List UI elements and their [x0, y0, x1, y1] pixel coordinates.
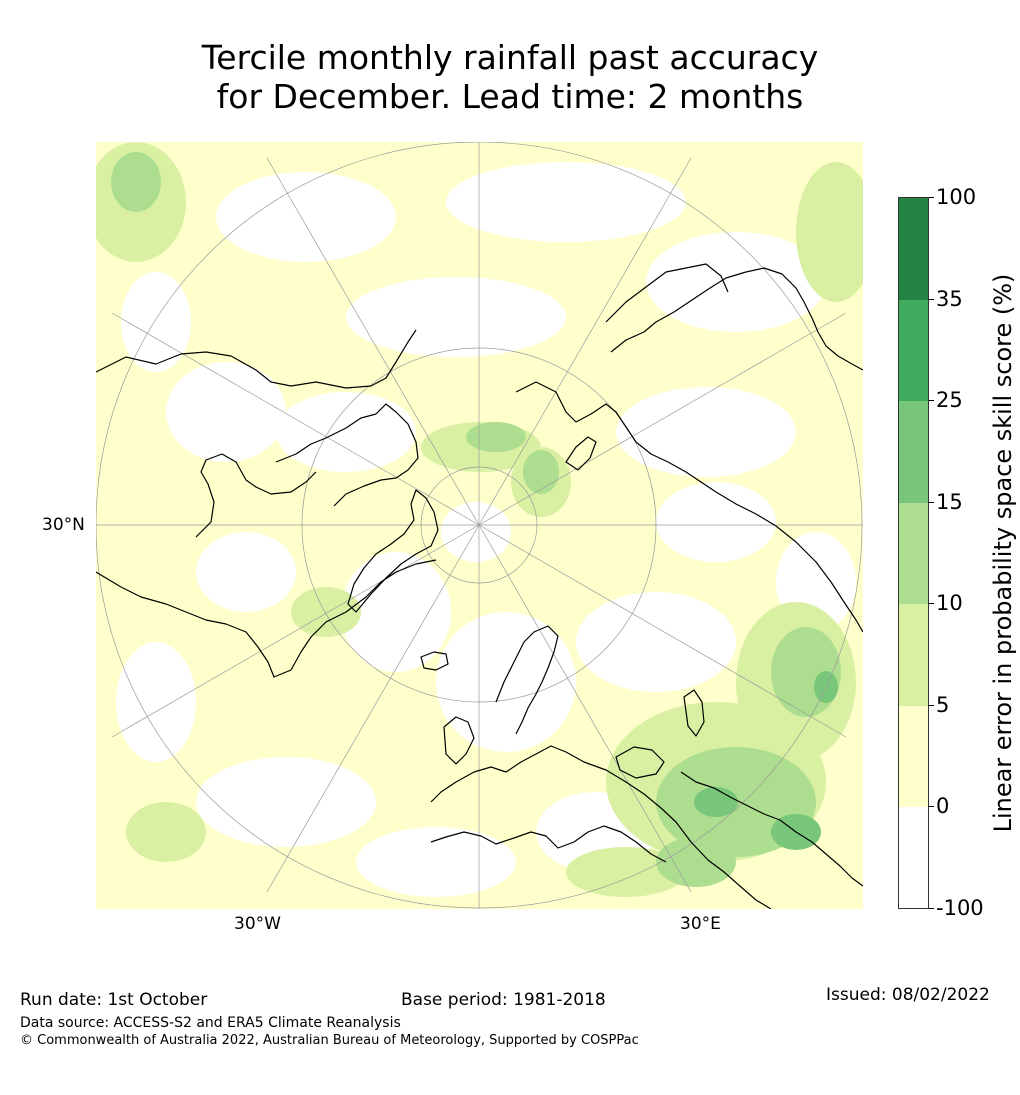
colorbar-bin-5-10 [899, 604, 928, 706]
longitude-label-30w: 30°W [234, 914, 281, 934]
copyright: © Commonwealth of Australia 2022, Austra… [20, 1033, 639, 1048]
colorbar-bin-0-5 [899, 706, 928, 807]
colorbar-tick-label: 25 [936, 388, 963, 412]
skill-patches-white [116, 162, 856, 897]
coast-novaya-zemlya [565, 436, 597, 471]
map-canvas [96, 142, 863, 909]
coast-caspian [683, 689, 705, 737]
coast-mediterranean [430, 825, 667, 863]
colorbar-bin-15-25 [899, 401, 928, 503]
colorbar-tick-label: 15 [936, 490, 963, 514]
coast-siberia [515, 381, 863, 633]
colorbar-tick [929, 806, 934, 807]
coast-asia-south [680, 771, 863, 887]
issued-date: Issued: 08/02/2022 [826, 985, 990, 1005]
data-source: Data source: ACCESS-S2 and ERA5 Climate … [20, 1015, 401, 1031]
coast-europe [430, 745, 772, 909]
latitude-label-30n: 30°N [42, 515, 85, 535]
chart-title: Tercile monthly rainfall past accuracy f… [0, 38, 1020, 116]
coast-black-sea [615, 746, 665, 779]
coast-greenland [347, 489, 439, 613]
coast-far-east [610, 267, 863, 371]
colorbar-tick-label: -100 [936, 896, 984, 920]
base-period: Base period: 1981-2018 [401, 990, 606, 1010]
colorbar-tick-label: 0 [936, 794, 950, 818]
land-outlines [96, 263, 863, 909]
longitude-label-30e: 30°E [680, 914, 721, 934]
colorbar-tick [929, 502, 934, 503]
title-line-1: Tercile monthly rainfall past accuracy [201, 38, 819, 77]
colorbar [898, 197, 929, 909]
coast-british-isles [443, 716, 475, 765]
colorbar-tick-label: 35 [936, 287, 963, 311]
graticule [96, 142, 863, 909]
colorbar-bin-neg100-0 [899, 807, 928, 908]
colorbar-tick [929, 908, 934, 909]
colorbar-bin-10-15 [899, 503, 928, 604]
colorbar-tick [929, 705, 934, 706]
coast-alaska-chukotka [605, 263, 729, 323]
coast-iceland [420, 651, 449, 671]
coast-scandinavia [495, 625, 559, 735]
colorbar-tick-label: 10 [936, 591, 963, 615]
colorbar-tick [929, 603, 934, 604]
colorbar-tick-label: 100 [936, 185, 977, 209]
colorbar-bin-25-35 [899, 300, 928, 401]
coast-arctic-archipelago [275, 403, 419, 507]
colorbar-tick [929, 400, 934, 401]
title-line-2: for December. Lead time: 2 months [216, 77, 804, 116]
colorbar-bin-35-100 [899, 198, 928, 300]
colorbar-title: Linear error in probability space skill … [989, 273, 1017, 833]
coast-north-america-west [96, 329, 417, 389]
colorbar-tick-label: 5 [936, 693, 950, 717]
coast-hudson-bay [195, 453, 317, 538]
run-date: Run date: 1st October [20, 990, 208, 1010]
colorbar-tick [929, 299, 934, 300]
colorbar-tick [929, 197, 934, 198]
coast-north-america-east [96, 559, 437, 678]
polar-map [96, 142, 863, 909]
